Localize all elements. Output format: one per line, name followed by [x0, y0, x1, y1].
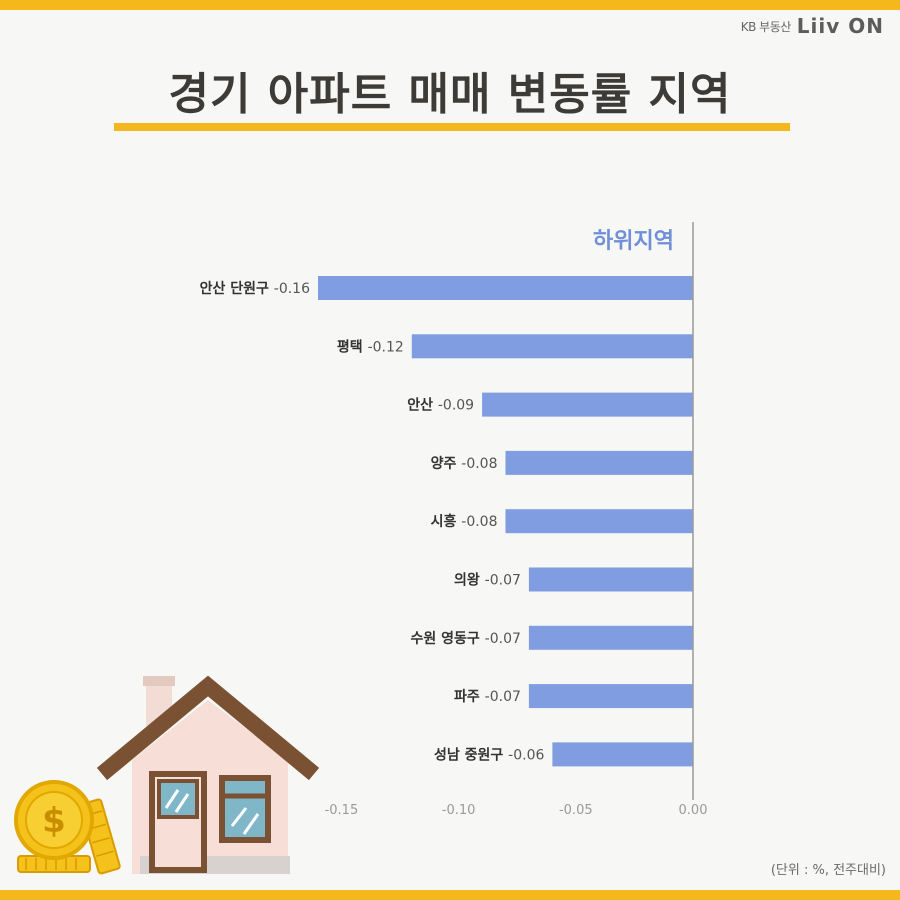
title-underline	[114, 123, 790, 131]
category-label-1: 평택	[337, 338, 368, 355]
value-label-2: -0.09	[438, 398, 474, 414]
value-label-0: -0.16	[274, 281, 310, 297]
bar-label-1: 평택 -0.12	[337, 338, 404, 355]
brand-logo: Liiv ON	[796, 14, 884, 38]
x-tick-label-2: -0.05	[559, 803, 593, 818]
bar-3	[505, 450, 693, 475]
svg-text:$: $	[42, 801, 66, 841]
bar-1	[411, 334, 694, 359]
dollar-coin-icon: $	[14, 780, 94, 860]
category-label-4: 시흥	[431, 513, 462, 530]
category-label-8: 성남 중원구	[434, 746, 508, 763]
value-label-6: -0.07	[485, 631, 521, 647]
category-label-7: 파주	[454, 689, 485, 705]
bar-0	[318, 276, 693, 300]
bar-label-3: 양주 -0.08	[431, 456, 498, 472]
bar-label-5: 의왕 -0.07	[454, 572, 521, 589]
bar-7	[528, 684, 693, 709]
bar-label-6: 수원 영동구 -0.07	[411, 630, 521, 647]
x-tick-label-0: -0.15	[325, 803, 359, 818]
brand: KB 부동산 Liiv ON	[741, 14, 884, 38]
bar-label-7: 파주 -0.07	[454, 689, 521, 705]
value-label-8: -0.06	[508, 747, 544, 763]
title-area: 경기 아파트 매매 변동률 지역	[0, 62, 900, 128]
category-label-2: 안산	[407, 397, 438, 414]
page-title: 경기 아파트 매매 변동률 지역	[168, 69, 732, 120]
bar-8	[552, 742, 693, 767]
bar-4	[505, 509, 693, 534]
category-label-5: 의왕	[454, 572, 485, 589]
bar-label-4: 시흥 -0.08	[431, 513, 498, 530]
bar-label-0: 안산 단원구 -0.16	[200, 280, 310, 297]
value-label-5: -0.07	[485, 573, 521, 589]
chart-heading: 하위지역	[593, 229, 674, 254]
x-tick-label-3: 0.00	[679, 803, 708, 818]
bottom-accent-bar	[0, 890, 900, 900]
value-label-1: -0.12	[368, 339, 404, 355]
unit-note: (단위 : %, 전주대비)	[770, 863, 886, 878]
bar-label-8: 성남 중원구 -0.06	[434, 746, 544, 763]
bar-label-2: 안산 -0.09	[407, 397, 474, 414]
category-label-6: 수원 영동구	[411, 630, 485, 647]
category-label-3: 양주	[431, 456, 462, 472]
bar-2	[482, 392, 693, 417]
value-label-3: -0.08	[461, 456, 497, 472]
category-label-0: 안산 단원구	[200, 280, 274, 297]
value-label-4: -0.08	[461, 514, 497, 530]
top-accent-bar	[0, 0, 900, 10]
bar-5	[528, 567, 693, 592]
x-tick-label-1: -0.10	[442, 803, 476, 818]
value-label-7: -0.07	[485, 689, 521, 705]
brand-kb-label: KB 부동산	[740, 19, 792, 34]
bar-6	[528, 625, 693, 650]
